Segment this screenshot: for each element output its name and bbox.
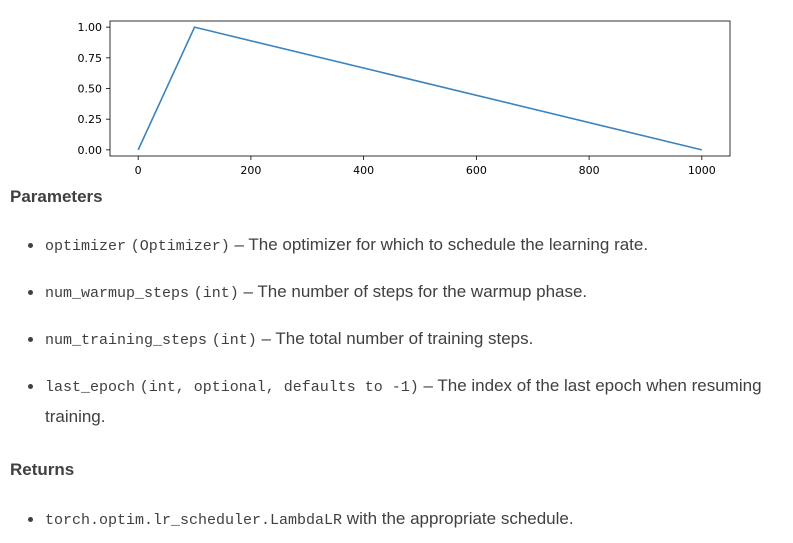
param-type: (int)	[211, 332, 257, 349]
param-name: num_warmup_steps	[45, 285, 190, 302]
bullet	[28, 337, 33, 342]
x-axis-ticks: 0 200 400 600 800 1000	[135, 156, 716, 177]
bullet	[28, 243, 33, 248]
param-description: – The total number of training steps.	[256, 329, 534, 348]
bullet	[28, 384, 33, 389]
param-item-last-epoch: last_epoch (int, optional, defaults to -…	[28, 371, 790, 431]
plot-frame	[109, 20, 731, 157]
param-name: optimizer	[45, 238, 127, 255]
return-description: with the appropriate schedule.	[342, 509, 574, 528]
y-tick-label: 0.25	[78, 113, 103, 126]
lr-schedule-chart: 0 200 400 600 800 1000 0.00 0.25 0.50 0.75 1.00	[78, 20, 731, 177]
parameters-heading: Parameters	[10, 187, 103, 206]
x-tick-label: 0	[135, 164, 142, 177]
param-type: (int, optional, defaults to -1)	[139, 379, 419, 396]
param-name: num_training_steps	[45, 332, 208, 349]
x-tick-label: 800	[579, 164, 600, 177]
x-tick-label: 600	[466, 164, 487, 177]
bullet	[28, 517, 33, 522]
y-tick-label: 0.50	[78, 83, 103, 96]
bullet	[28, 290, 33, 295]
param-type: (int)	[193, 285, 239, 302]
param-item-num-warmup-steps: num_warmup_steps (int) – The number of s…	[28, 277, 790, 308]
param-description: – The index of the last epoch when resum…	[45, 376, 762, 426]
param-type: (Optimizer)	[130, 238, 230, 255]
y-tick-label: 0.75	[78, 52, 103, 65]
y-tick-label: 0.00	[78, 144, 103, 157]
x-tick-label: 1000	[688, 164, 716, 177]
param-description: – The number of steps for the warmup pha…	[238, 282, 588, 301]
param-description: – The optimizer for which to schedule th…	[229, 235, 649, 254]
y-axis-ticks: 0.00 0.25 0.50 0.75 1.00	[78, 21, 110, 157]
y-tick-label: 1.00	[78, 21, 103, 34]
param-item-num-training-steps: num_training_steps (int) – The total num…	[28, 324, 790, 355]
returns-heading: Returns	[10, 460, 75, 479]
lr-schedule-line	[137, 26, 703, 151]
x-tick-label: 400	[353, 164, 374, 177]
param-item-optimizer: optimizer (Optimizer) – The optimizer fo…	[28, 230, 790, 261]
x-tick-label: 200	[240, 164, 261, 177]
param-name: last_epoch	[45, 379, 136, 396]
returns-item: torch.optim.lr_scheduler.LambdaLR with t…	[28, 504, 790, 535]
return-type-code: torch.optim.lr_scheduler.LambdaLR	[45, 512, 343, 529]
